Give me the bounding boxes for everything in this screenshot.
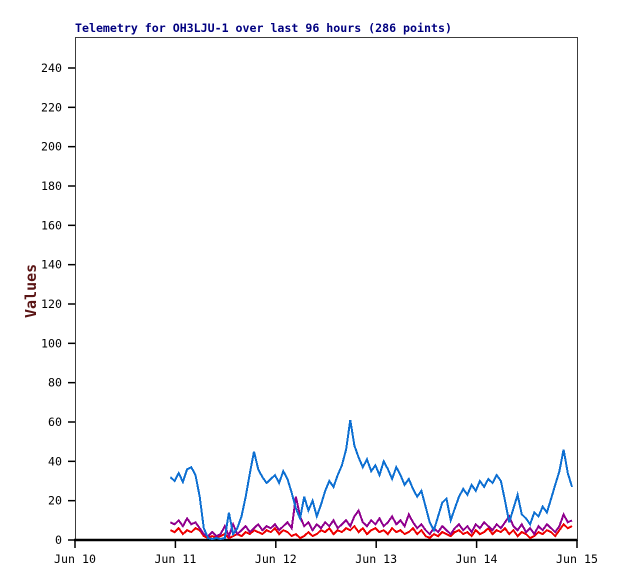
y-tick-label: 220	[41, 100, 62, 114]
x-tick-label: Jun 11	[154, 552, 196, 566]
series-blue	[169, 419, 573, 541]
y-tick-label: 100	[41, 336, 62, 350]
y-tick-label: 80	[48, 376, 62, 390]
plot-frame	[75, 37, 578, 541]
y-tick-label: 180	[41, 179, 62, 193]
y-tick-label: 40	[48, 454, 62, 468]
x-tick-label: Jun 14	[456, 552, 498, 566]
y-tick-label: 140	[41, 258, 62, 272]
y-tick-label: 240	[41, 61, 62, 75]
y-tick-label: 60	[48, 415, 62, 429]
y-tick-label: 0	[55, 533, 62, 547]
x-tick-label: Jun 12	[255, 552, 297, 566]
y-tick-label: 20	[48, 494, 62, 508]
x-tick-label: Jun 13	[355, 552, 397, 566]
x-tick-label: Jun 10	[54, 552, 96, 566]
x-tick-label: Jun 15	[556, 552, 598, 566]
y-tick-label: 200	[41, 140, 62, 154]
y-tick-label: 160	[41, 218, 62, 232]
y-tick-label: 120	[41, 297, 62, 311]
series-purple	[169, 496, 573, 539]
chart-title: Telemetry for OH3LJU-1 over last 96 hour…	[75, 21, 452, 35]
